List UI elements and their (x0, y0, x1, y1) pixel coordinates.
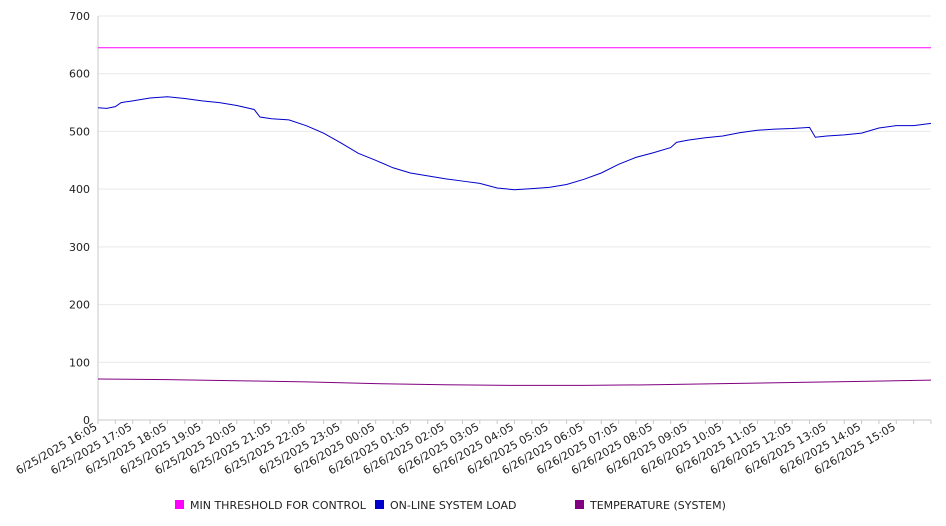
series-line-1 (97, 96, 932, 191)
y-tick-label: 200 (69, 299, 90, 312)
y-tick-label: 0 (83, 414, 90, 427)
legend-label: MIN THRESHOLD FOR CONTROL (190, 499, 367, 512)
y-tick-label: 700 (69, 10, 90, 23)
legend-swatch (175, 500, 184, 509)
y-tick-label: 600 (69, 68, 90, 81)
y-tick-label: 400 (69, 183, 90, 196)
legend-label: ON-LINE SYSTEM LOAD (390, 499, 516, 512)
grid-lines (98, 15, 931, 363)
series-line-2 (97, 378, 932, 386)
y-tick-label: 300 (69, 241, 90, 254)
y-tick-labels: 0 100 200 300 400 500 600 700 (69, 10, 90, 427)
legend: MIN THRESHOLD FOR CONTROL ON-LINE SYSTEM … (175, 499, 726, 512)
legend-label: TEMPERATURE (SYSTEM) (589, 499, 726, 512)
axes (97, 16, 932, 424)
y-tick-label: 500 (69, 125, 90, 138)
legend-swatch (375, 500, 384, 509)
x-tick-labels: 6/25/2025 16:056/25/2025 17:056/25/2025 … (14, 420, 898, 477)
legend-swatch (575, 500, 584, 509)
series-lines (97, 47, 932, 386)
y-tick-label: 100 (69, 356, 90, 369)
